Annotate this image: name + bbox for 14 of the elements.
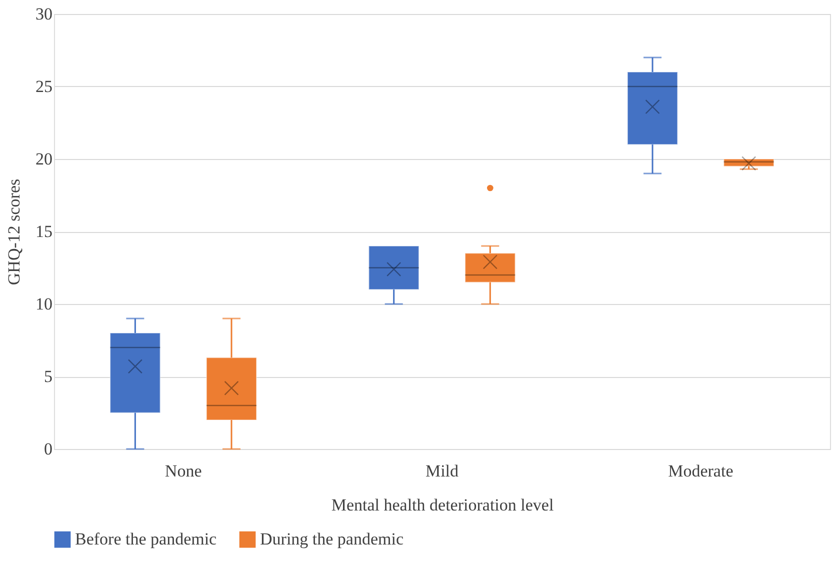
y-tick-label: 5 [44,367,52,386]
y-axis-title: GHQ-12 scores [4,178,24,286]
y-tick-label: 30 [36,4,52,24]
x-tick-label: None [164,462,202,480]
y-tick-label: 25 [36,77,52,96]
x-tick-label: Mild [425,462,460,480]
y-tick-label: 20 [36,150,52,168]
x-tick-label: Moderate [668,462,734,480]
y-tick-label: 0 [44,440,52,458]
legend-label: Before the pandemic [75,530,218,549]
x-axis-title: Mental health deterioration level [331,496,554,514]
legend-label: During the pandemic [260,530,404,549]
y-tick-label: 15 [36,222,52,241]
y-tick-label: 10 [36,294,52,314]
